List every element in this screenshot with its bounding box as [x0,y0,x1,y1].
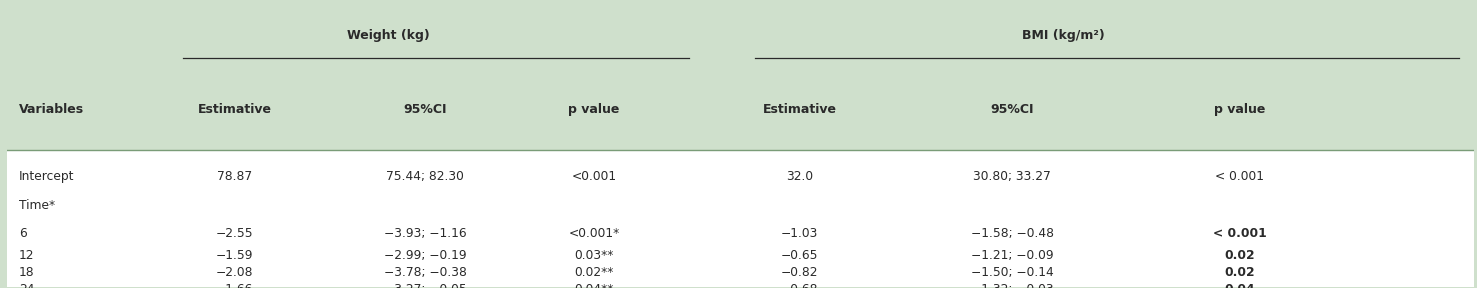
Text: Time*: Time* [19,199,55,212]
Text: <0.001: <0.001 [572,170,616,183]
Text: Intercept: Intercept [19,170,75,183]
Text: 0.04: 0.04 [1224,283,1254,288]
Text: BMI (kg/m²): BMI (kg/m²) [1022,29,1105,42]
Text: −3.27; −0.05: −3.27; −0.05 [384,283,467,288]
Text: <0.001*: <0.001* [569,227,620,240]
Text: −1.32; −0.03: −1.32; −0.03 [970,283,1053,288]
Text: −1.03: −1.03 [781,227,818,240]
Text: < 0.001: < 0.001 [1213,227,1266,240]
Text: Estimative: Estimative [198,103,272,116]
Text: −1.66: −1.66 [216,283,254,288]
Text: −3.93; −1.16: −3.93; −1.16 [384,227,467,240]
Text: 95%CI: 95%CI [990,103,1034,116]
Text: −3.78; −0.38: −3.78; −0.38 [384,266,467,279]
Text: Estimative: Estimative [762,103,836,116]
Text: Weight (kg): Weight (kg) [347,29,430,42]
Text: 75.44; 82.30: 75.44; 82.30 [387,170,464,183]
Text: 0.04**: 0.04** [575,283,614,288]
FancyBboxPatch shape [7,150,1474,287]
Text: −1.59: −1.59 [216,249,254,262]
Text: Variables: Variables [19,103,84,116]
Text: −0.65: −0.65 [781,249,818,262]
Text: 18: 18 [19,266,35,279]
Text: −0.82: −0.82 [781,266,818,279]
Text: 0.02: 0.02 [1224,249,1254,262]
Text: p value: p value [1214,103,1266,116]
Text: −1.58; −0.48: −1.58; −0.48 [970,227,1053,240]
Text: 30.80; 33.27: 30.80; 33.27 [973,170,1052,183]
Text: −2.99; −0.19: −2.99; −0.19 [384,249,467,262]
Text: 0.03**: 0.03** [575,249,614,262]
Text: 6: 6 [19,227,27,240]
Text: 32.0: 32.0 [786,170,812,183]
Text: 0.02**: 0.02** [575,266,614,279]
Text: −2.08: −2.08 [216,266,254,279]
Text: < 0.001: < 0.001 [1216,170,1264,183]
Text: −2.55: −2.55 [216,227,254,240]
Text: 24: 24 [19,283,34,288]
Text: p value: p value [569,103,620,116]
Text: −1.21; −0.09: −1.21; −0.09 [970,249,1053,262]
Text: 0.02: 0.02 [1224,266,1254,279]
Text: −0.68: −0.68 [781,283,818,288]
Text: 78.87: 78.87 [217,170,253,183]
Text: 95%CI: 95%CI [403,103,448,116]
Text: 12: 12 [19,249,34,262]
Text: −1.50; −0.14: −1.50; −0.14 [970,266,1053,279]
